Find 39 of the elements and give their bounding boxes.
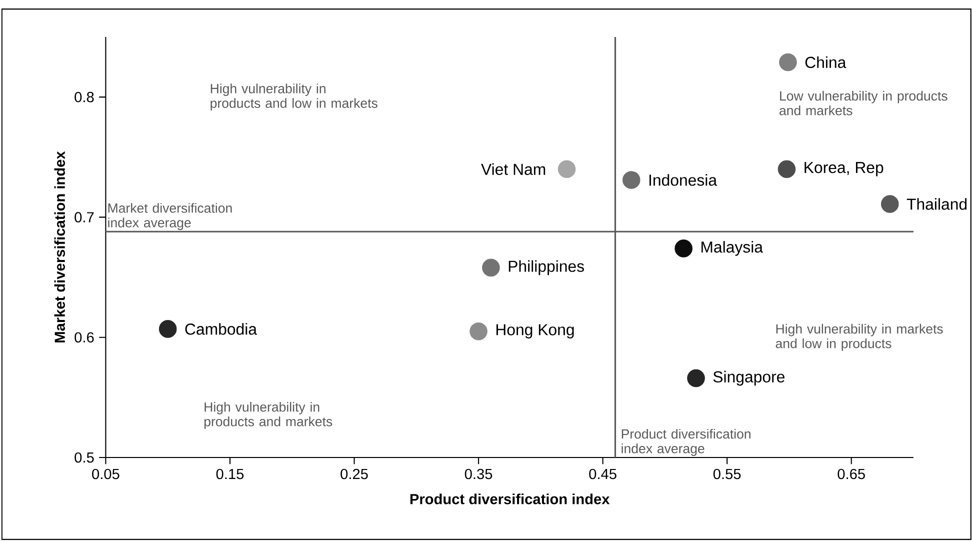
point xyxy=(778,160,796,178)
y-tick-label: 0.7 xyxy=(74,212,94,222)
series-label: Thailand xyxy=(906,198,967,210)
point xyxy=(558,160,576,178)
x-tick-label: 0.35 xyxy=(464,468,492,480)
ref-line-label: Market diversification index average xyxy=(108,202,232,230)
x-axis-title: Product diversification index xyxy=(410,493,610,504)
x-tick-label: 0.65 xyxy=(838,468,865,480)
series-label: China xyxy=(805,56,846,68)
annotation: Low vulnerability in products and markets xyxy=(780,90,948,116)
series-label: Philippines xyxy=(508,260,584,275)
x-tick-label: 0.55 xyxy=(713,468,741,480)
x-tick-label: 0.15 xyxy=(216,468,244,480)
x-tick-label: 0.25 xyxy=(340,468,368,480)
point xyxy=(880,194,899,213)
series-label: Malaysia xyxy=(702,240,764,256)
point xyxy=(470,322,488,340)
series-label: Hong Kong xyxy=(496,324,574,338)
y-tick-label: 0.8 xyxy=(74,92,94,102)
point xyxy=(158,320,177,338)
annotation: High vulnerability in markets and low in products xyxy=(776,324,943,351)
ref-line-label: Product diversification index average xyxy=(622,428,750,456)
y-axis-title: Market diversification index xyxy=(54,151,65,342)
point xyxy=(622,170,640,189)
series-label: Indonesia xyxy=(649,174,718,186)
series-label: Singapore xyxy=(713,370,784,386)
series-label: Viet Nam xyxy=(481,163,546,175)
point xyxy=(779,53,797,71)
y-tick-label: 0.6 xyxy=(74,332,94,342)
y-tick-label: 0.5 xyxy=(74,452,94,463)
x-tick-label: 0.05 xyxy=(92,468,120,480)
point xyxy=(674,239,692,258)
point xyxy=(687,369,705,387)
annotation: High vulnerability in products and markets xyxy=(204,402,332,429)
series-label: Korea, Rep xyxy=(804,162,884,176)
annotation: High vulnerability in products and low in markets xyxy=(210,83,378,110)
x-tick-label: 0.45 xyxy=(589,468,616,480)
series-label: Cambodia xyxy=(185,322,258,335)
point xyxy=(482,258,500,276)
